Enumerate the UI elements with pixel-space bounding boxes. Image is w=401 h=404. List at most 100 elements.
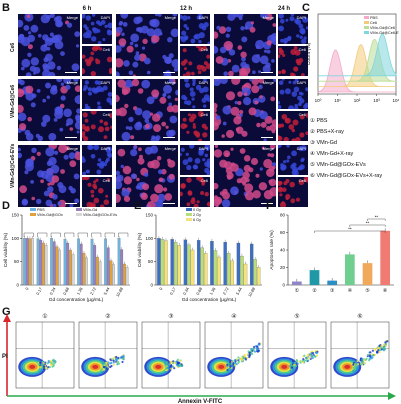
cell bbox=[98, 163, 105, 169]
cell bbox=[124, 103, 129, 109]
cell-event bbox=[226, 363, 229, 366]
cell bbox=[180, 152, 182, 157]
cell bbox=[175, 89, 178, 96]
y-tick-label: 60 bbox=[280, 230, 286, 235]
cell-event bbox=[229, 361, 232, 364]
x-tick-label: ⑤ bbox=[365, 288, 370, 294]
cell bbox=[47, 61, 56, 70]
cell bbox=[109, 70, 112, 74]
cell bbox=[26, 14, 31, 19]
cell bbox=[116, 94, 120, 103]
cell bbox=[288, 124, 295, 130]
bar bbox=[66, 242, 70, 286]
cell-event bbox=[377, 347, 380, 350]
cell bbox=[166, 130, 174, 138]
cell bbox=[136, 27, 141, 32]
cell-event bbox=[303, 354, 306, 357]
cell bbox=[193, 203, 199, 207]
cell bbox=[150, 193, 159, 203]
cell bbox=[282, 53, 286, 57]
cell-event bbox=[248, 355, 251, 359]
cell bbox=[182, 48, 187, 53]
cell-event bbox=[41, 364, 44, 367]
cell-event bbox=[43, 365, 46, 368]
cell bbox=[171, 104, 178, 113]
cell bbox=[214, 145, 219, 148]
cell bbox=[186, 100, 192, 106]
cell-event bbox=[359, 359, 362, 362]
bar bbox=[223, 241, 227, 286]
cell bbox=[45, 82, 51, 89]
cell bbox=[203, 61, 208, 66]
cell bbox=[130, 135, 135, 140]
cell bbox=[298, 23, 304, 29]
cell bbox=[82, 14, 86, 19]
cell-event bbox=[117, 356, 120, 360]
cell-event bbox=[293, 366, 296, 369]
merge-image-cells bbox=[214, 79, 276, 141]
merge-image: Merge bbox=[214, 79, 276, 141]
cell bbox=[238, 68, 247, 76]
cell bbox=[149, 112, 154, 116]
merge-image-cells bbox=[116, 14, 178, 76]
cell bbox=[68, 152, 76, 160]
cell bbox=[251, 85, 260, 94]
ce6-image-cells bbox=[180, 111, 208, 141]
x-tick-label: 1.36 bbox=[75, 286, 84, 296]
dapi-image: DAPI bbox=[278, 145, 308, 175]
significance-bracket bbox=[37, 232, 48, 237]
cell bbox=[191, 71, 195, 76]
cell bbox=[294, 103, 298, 108]
cell bbox=[153, 28, 162, 37]
cell bbox=[48, 157, 57, 166]
cell bbox=[48, 133, 57, 141]
cell bbox=[279, 193, 283, 197]
cell bbox=[110, 125, 112, 129]
cell bbox=[82, 124, 86, 130]
cell bbox=[295, 137, 301, 141]
cell bbox=[188, 61, 193, 66]
cell bbox=[138, 147, 142, 152]
cell bbox=[266, 49, 271, 54]
cell bbox=[226, 129, 235, 139]
cell-viability-chart-d: 0 50 100 150 0 0.17 0.34 0.68 1.36 2.72 5.44 10.88 G… bbox=[3, 208, 130, 303]
cell bbox=[199, 113, 203, 118]
row-label-vmn-gd-ce6-evs: VMn-Gd@Ce6-EVs bbox=[10, 143, 16, 188]
bar bbox=[187, 244, 191, 286]
merge-image: Merge bbox=[18, 79, 80, 141]
cell bbox=[118, 107, 127, 117]
cell bbox=[230, 106, 240, 116]
cell-event bbox=[102, 368, 105, 371]
cell bbox=[106, 97, 112, 103]
bar bbox=[98, 261, 102, 286]
cell bbox=[103, 135, 108, 139]
cell bbox=[90, 111, 97, 115]
bar bbox=[257, 267, 261, 286]
cell bbox=[204, 145, 210, 150]
cell bbox=[299, 98, 305, 104]
cell-event bbox=[246, 356, 249, 360]
cell bbox=[292, 119, 299, 126]
cell bbox=[233, 116, 242, 125]
cell bbox=[146, 28, 155, 37]
merge-image-label: Merge bbox=[164, 15, 176, 20]
cell bbox=[50, 85, 58, 92]
cell bbox=[174, 97, 178, 101]
flow-cytometry-panel-g: PI Annexin V-FITC ① ② ③ ④ ⑤ ⑥ bbox=[2, 313, 396, 404]
time-header-12h: 12 h bbox=[179, 6, 192, 12]
cell-event bbox=[384, 341, 387, 344]
cell bbox=[202, 46, 207, 51]
significance-bracket bbox=[23, 232, 34, 237]
cell bbox=[162, 93, 166, 98]
bar bbox=[196, 240, 201, 286]
cell-event bbox=[242, 357, 245, 360]
cell bbox=[235, 127, 240, 131]
cell bbox=[60, 95, 66, 101]
significance-bracket bbox=[349, 224, 386, 227]
cell bbox=[285, 178, 290, 184]
cell bbox=[299, 132, 305, 138]
ce6-image-cells bbox=[278, 46, 305, 76]
cell bbox=[105, 194, 109, 198]
cell bbox=[134, 107, 143, 116]
cell bbox=[241, 56, 246, 62]
